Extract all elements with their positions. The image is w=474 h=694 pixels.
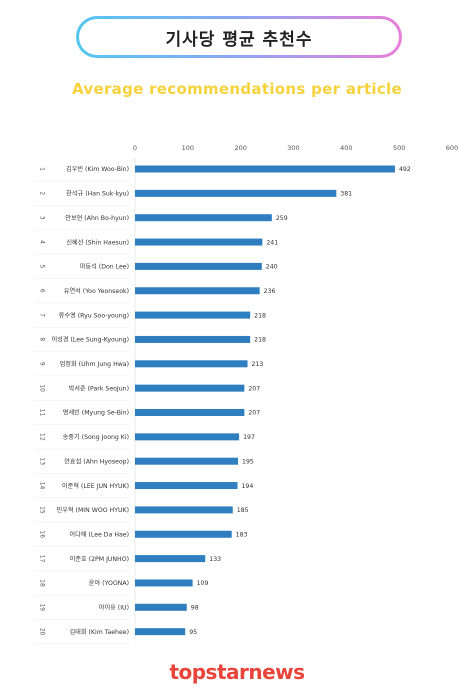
bar — [135, 482, 238, 490]
rank-label: 12 — [39, 433, 46, 441]
bar — [135, 433, 240, 441]
rank-label: 11 — [39, 409, 46, 417]
rank-label: 6 — [39, 289, 46, 293]
chart-title: 기사당 평균 추천수 — [165, 29, 313, 50]
data-label: 98 — [191, 605, 199, 612]
data-label: 207 — [248, 410, 260, 417]
bar — [135, 335, 251, 343]
bar — [135, 360, 248, 368]
rank-label: 13 — [39, 457, 46, 465]
x-tick-label: 500 — [393, 144, 405, 152]
category-label: 엄정화 (Uhm Jung Hwa) — [60, 360, 129, 368]
rank-label: 3 — [39, 216, 46, 220]
bar — [135, 457, 239, 465]
bar — [135, 165, 395, 173]
category-label: 이준혁 (LEE JUN HYUK) — [62, 482, 129, 490]
data-label: 185 — [237, 507, 249, 514]
rank-label: 14 — [39, 482, 46, 490]
data-label: 133 — [209, 556, 221, 563]
rank-label: 19 — [39, 603, 46, 611]
category-label: 김태희 (Kim Taehee) — [69, 628, 129, 636]
data-label: 259 — [276, 215, 288, 222]
rank-label: 2 — [39, 191, 46, 195]
bar — [135, 628, 186, 636]
rank-label: 10 — [39, 384, 46, 392]
category-label: 신혜선 (Shin Haesun) — [66, 238, 129, 246]
data-label: 109 — [197, 580, 209, 587]
data-label: 213 — [252, 361, 264, 368]
title-pill: 기사당 평균 추천수 — [76, 16, 402, 58]
category-label: 류수영 (Ryu Soo-young) — [59, 311, 129, 319]
bar — [135, 311, 251, 319]
data-label: 183 — [236, 531, 248, 538]
title-pill-inner: 기사당 평균 추천수 — [79, 19, 399, 55]
x-tick-label: 200 — [234, 144, 246, 152]
category-label: 이준호 (2PM JUNHO) — [70, 555, 129, 563]
data-label: 241 — [266, 239, 278, 246]
bar — [135, 384, 245, 392]
category-label: 안보현 (Ahn Bo-hyun) — [65, 214, 129, 222]
bar — [135, 530, 232, 538]
category-label: 윤아 (YOONA) — [89, 579, 129, 587]
data-label: 236 — [264, 288, 276, 295]
bar — [135, 238, 263, 246]
data-label: 240 — [266, 264, 278, 271]
x-tick-label: 600 — [446, 144, 458, 152]
x-tick-label: 0 — [133, 144, 137, 152]
rank-label: 18 — [39, 579, 46, 587]
data-label: 218 — [254, 312, 266, 319]
chart-subtitle: Average recommendations per article — [72, 80, 402, 98]
category-label: 김우빈 (Kim Woo-Bin) — [66, 165, 129, 173]
data-label: 207 — [248, 385, 260, 392]
bar — [135, 579, 193, 587]
rank-label: 9 — [39, 362, 46, 366]
data-label: 95 — [189, 629, 197, 636]
rank-label: 5 — [39, 264, 46, 268]
data-label: 195 — [242, 458, 254, 465]
category-label: 박서준 (Park SeoJun) — [69, 384, 129, 392]
rank-label: 1 — [39, 167, 46, 171]
bar — [135, 603, 187, 611]
brand-logo: topstarnews — [169, 660, 305, 684]
category-label: 민우혁 (MIN WOO HYUK) — [57, 506, 129, 514]
category-label: 송중기 (Song Joong Ki) — [63, 433, 129, 441]
bar — [135, 409, 245, 416]
data-label: 218 — [254, 337, 266, 344]
bar — [135, 555, 206, 563]
x-tick-label: 400 — [340, 144, 352, 152]
rank-label: 17 — [39, 555, 46, 563]
bar — [135, 214, 272, 222]
rank-label: 4 — [39, 240, 46, 244]
data-label: 197 — [243, 434, 255, 441]
rank-label: 8 — [39, 338, 46, 342]
data-label: 194 — [241, 483, 253, 490]
category-label: 안효섭 (Ahn Hyoseop) — [64, 457, 129, 465]
rank-label: 20 — [39, 628, 46, 636]
data-label: 381 — [340, 191, 352, 198]
bar — [135, 287, 260, 295]
category-label: 명세빈 (Myung Se-Bin) — [63, 409, 129, 417]
category-label: 한석규 (Han Suk-kyu) — [66, 190, 129, 198]
x-tick-label: 300 — [287, 144, 299, 152]
bar — [135, 506, 233, 514]
data-label: 492 — [399, 166, 411, 173]
bar — [135, 262, 262, 270]
rank-label: 16 — [39, 530, 46, 538]
category-label: 이성경 (Lee Sung-Kyoung) — [51, 336, 129, 344]
category-label: 유연석 (Yoo Yeonseok) — [64, 287, 129, 295]
bar — [135, 189, 337, 197]
category-label: 아이유 (IU) — [99, 604, 129, 612]
x-tick-label: 100 — [182, 144, 194, 152]
rank-label: 7 — [39, 313, 46, 317]
rank-label: 15 — [38, 506, 45, 514]
category-label: 마동석 (Don Lee) — [80, 263, 129, 271]
category-label: 이다해 (Lee Da Hae) — [69, 530, 129, 538]
